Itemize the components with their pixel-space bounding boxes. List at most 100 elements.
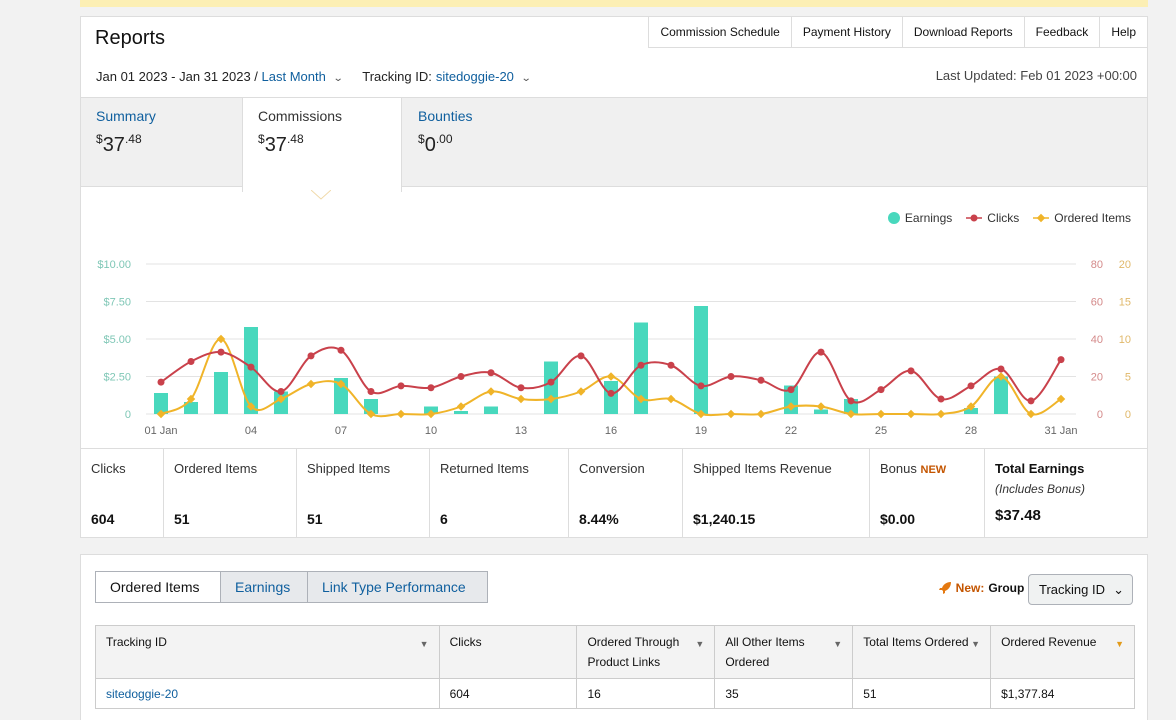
- new-badge: NEW: [920, 464, 947, 476]
- download-reports-link[interactable]: Download Reports: [902, 17, 1025, 48]
- x-tick-label: 31 Jan: [1044, 425, 1077, 437]
- date-separator: /: [250, 69, 262, 84]
- stat-clicks: Clicks 604: [81, 449, 164, 538]
- clicks-point: [997, 365, 1005, 373]
- tab-link-type-performance[interactable]: Link Type Performance: [307, 571, 488, 603]
- x-tick-label: 25: [875, 425, 887, 437]
- legend-ordered-items[interactable]: Ordered Items: [1033, 211, 1131, 225]
- help-link[interactable]: Help: [1100, 17, 1147, 48]
- tab-bounties-label: Bounties: [418, 108, 473, 124]
- y-tick-items: 20: [1119, 259, 1131, 271]
- period-dropdown[interactable]: Last Month ⌄: [262, 69, 344, 84]
- clicks-point: [247, 363, 255, 371]
- ordered-items-point: [276, 394, 286, 404]
- col-clicks[interactable]: Clicks: [438, 625, 578, 679]
- report-table-card: Ordered Items Earnings Link Type Perform…: [80, 554, 1148, 720]
- col-total-items[interactable]: Total Items Ordered ▼: [852, 625, 992, 679]
- earnings-bar: [484, 406, 498, 414]
- legend-earnings[interactable]: Earnings: [887, 211, 952, 225]
- stat-shipped-revenue: Shipped Items Revenue $1,240.15: [683, 449, 870, 538]
- ordered-items-point: [576, 387, 586, 396]
- ordered-items-point: [1056, 394, 1066, 404]
- clicks-point: [787, 386, 795, 394]
- stat-conversion: Conversion 8.44%: [569, 449, 683, 538]
- last-updated: Last Updated: Feb 01 2023 +00:00: [935, 68, 1137, 83]
- col-tracking-id[interactable]: Tracking ID ▼: [95, 625, 440, 679]
- col-ordered-through-links[interactable]: Ordered Through Product Links ▼: [576, 625, 716, 679]
- tab-summary[interactable]: Summary $37.48: [81, 98, 243, 188]
- sort-desc-icon: ▼: [1115, 639, 1124, 649]
- col-ordered-revenue[interactable]: Ordered Revenue ▼: [990, 625, 1135, 679]
- ordered-items-point: [756, 409, 766, 419]
- earnings-bar: [454, 411, 468, 414]
- clicks-point: [577, 352, 585, 360]
- ordered-items-point: [306, 379, 316, 389]
- row-clicks: 604: [438, 678, 578, 709]
- col-all-other-items[interactable]: All Other Items Ordered ▼: [714, 625, 854, 679]
- ordered-items-point: [816, 402, 826, 411]
- clicks-point: [547, 378, 555, 386]
- table-header-row: Tracking ID ▼ Clicks Ordered Through Prod…: [95, 625, 1135, 679]
- tab-commissions-amount: $37.48: [258, 132, 304, 156]
- ordered-items-point: [936, 409, 946, 419]
- earnings-bar: [814, 409, 828, 414]
- notice-banner: [80, 0, 1148, 7]
- ordered-items-point: [1026, 409, 1036, 419]
- y-tick-clicks: 0: [1097, 409, 1103, 421]
- y-tick-earnings: 0: [125, 409, 131, 421]
- stat-total-earnings: Total Earnings (Includes Bonus) $37.48: [995, 461, 1086, 524]
- y-tick-earnings: $5.00: [103, 334, 131, 346]
- y-tick-clicks: 20: [1091, 372, 1103, 384]
- feedback-link[interactable]: Feedback: [1024, 17, 1101, 48]
- clicks-point: [367, 388, 375, 395]
- y-tick-clicks: 80: [1091, 259, 1103, 271]
- tracking-id-dropdown[interactable]: sitedoggie-20 ⌄: [435, 69, 532, 84]
- y-tick-items: 0: [1125, 409, 1131, 421]
- chart-legend: Earnings Clicks Ordered Items: [887, 211, 1131, 225]
- earnings-bar: [994, 376, 1008, 414]
- clicks-point: [487, 369, 495, 377]
- ordered-items-point: [186, 394, 196, 404]
- ordered-items-point: [426, 409, 436, 419]
- ordered-items-point: [696, 409, 706, 419]
- y-tick-clicks: 60: [1091, 297, 1103, 309]
- group-by-select[interactable]: Tracking ID ⌄: [1028, 574, 1133, 605]
- row-tracking-id-link[interactable]: sitedoggie-20: [95, 678, 440, 709]
- clicks-point: [907, 367, 915, 375]
- row-total-items: 51: [852, 678, 992, 709]
- earnings-bar: [214, 372, 228, 414]
- clicks-point: [307, 352, 315, 360]
- ordered-items-point: [546, 394, 556, 404]
- clicks-point: [337, 346, 345, 354]
- earnings-bar: [184, 402, 198, 414]
- tab-ordered-items[interactable]: Ordered Items: [95, 571, 221, 603]
- clicks-point: [187, 358, 195, 365]
- x-tick-label: 22: [785, 425, 797, 437]
- sort-icon: ▼: [971, 639, 981, 649]
- x-tick-label: 04: [245, 425, 257, 437]
- x-tick-label: 07: [335, 425, 347, 437]
- ordered-items-point: [786, 402, 796, 411]
- table-row: sitedoggie-20 604 16 35 51 $1,377.84: [95, 678, 1135, 709]
- chevron-down-icon: ⌄: [332, 73, 344, 84]
- commission-schedule-link[interactable]: Commission Schedule: [649, 17, 792, 48]
- legend-clicks[interactable]: Clicks: [966, 211, 1019, 225]
- filter-row: Jan 01 2023 - Jan 31 2023 / Last Month ⌄ …: [96, 69, 532, 84]
- earnings-bar: [964, 408, 978, 414]
- clicks-point: [427, 384, 435, 392]
- page-title: Reports: [95, 27, 166, 49]
- ordered-items-point: [636, 394, 646, 404]
- ordered-items-table: Tracking ID ▼ Clicks Ordered Through Prod…: [95, 625, 1135, 709]
- tracking-id-value: sitedoggie-20: [435, 69, 514, 84]
- sort-icon: ▼: [833, 639, 843, 649]
- tab-bounties[interactable]: Bounties $0.00: [403, 98, 563, 188]
- stat-ordered-items: Ordered Items 51: [164, 449, 297, 538]
- tab-earnings[interactable]: Earnings: [220, 571, 308, 603]
- y-tick-earnings: $10.00: [97, 259, 131, 271]
- tab-commissions[interactable]: Commissions $37.48: [242, 97, 402, 192]
- clicks-point: [697, 382, 705, 390]
- earnings-bar: [154, 393, 168, 414]
- payment-history-link[interactable]: Payment History: [791, 17, 903, 48]
- clicks-point: [637, 361, 645, 369]
- ordered-items-point: [726, 409, 736, 419]
